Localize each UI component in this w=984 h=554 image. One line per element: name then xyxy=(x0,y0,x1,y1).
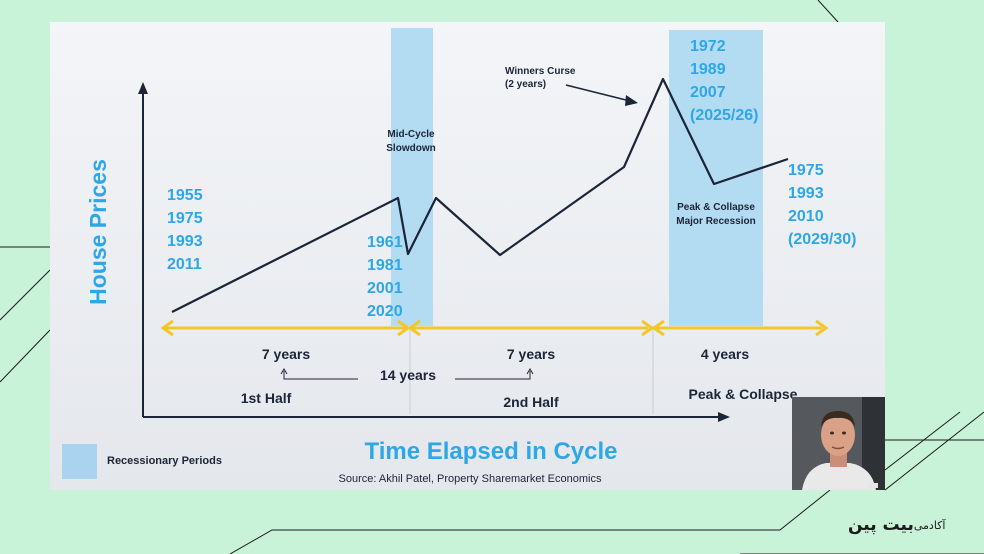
y-axis-title: House Prices xyxy=(85,159,111,305)
winners-curse-arrowhead xyxy=(625,95,638,106)
winners-curse-arrow xyxy=(565,84,631,102)
year-mid-4: 2020 xyxy=(367,303,403,320)
year-start-3: 1993 xyxy=(167,233,203,250)
source-credit: Source: Akhil Patel, Property Sharemarke… xyxy=(339,473,602,485)
first-half-years: 7 years xyxy=(262,346,310,362)
year-end-1: 1975 xyxy=(788,162,824,179)
year-start-2: 1975 xyxy=(167,210,203,227)
year-mid-3: 2001 xyxy=(367,280,403,297)
winners-curse-label-2: (2 years) xyxy=(505,79,546,90)
second-half-label: 2nd Half xyxy=(503,394,559,410)
year-peak-1: 1972 xyxy=(690,38,726,55)
price-cycle-line xyxy=(171,77,789,313)
year-start-1: 1955 xyxy=(167,187,203,204)
y-axis-arrowhead xyxy=(138,82,148,94)
year-mid-1: 1961 xyxy=(367,234,403,251)
peak-collapse-label-1: Peak & Collapse xyxy=(677,202,755,213)
peak-collapse-label-2: Major Recession xyxy=(676,216,755,227)
cycle-diagram: 1955 1975 1993 2011 1961 1981 2001 2020 … xyxy=(62,28,857,485)
year-peak-2: 1989 xyxy=(690,61,726,78)
x-axis-arrowhead xyxy=(718,412,730,422)
year-start-4: 2011 xyxy=(167,256,202,273)
legend-swatch xyxy=(62,444,97,479)
peak-collapse-period-label: Peak & Collapse xyxy=(689,386,798,402)
mid-cycle-label-2: Slowdown xyxy=(386,143,435,154)
year-mid-2: 1981 xyxy=(367,257,403,274)
logo-subtitle: آکادمی xyxy=(913,518,946,532)
year-end-2: 1993 xyxy=(788,185,824,202)
year-end-4: (2029/30) xyxy=(788,231,857,248)
cycle-slide: 1955 1975 1993 2011 1961 1981 2001 2020 … xyxy=(50,22,885,490)
total-years: 14 years xyxy=(380,367,436,383)
year-peak-3: 2007 xyxy=(690,84,726,101)
presenter-video xyxy=(792,397,885,490)
period-arrows xyxy=(160,319,829,337)
year-peak-4: (2025/26) xyxy=(690,107,759,124)
brand-logo: آکادمی بیت پین xyxy=(848,512,949,538)
first-half-label: 1st Half xyxy=(241,390,292,406)
recession-band-mid xyxy=(391,28,433,326)
x-axis-title: Time Elapsed in Cycle xyxy=(365,438,618,465)
total-years-bracket xyxy=(280,368,534,380)
presenter-video-icon xyxy=(792,397,885,490)
peak-years: 4 years xyxy=(701,346,749,362)
winners-curse-label-1: Winners Curse xyxy=(505,66,576,77)
mid-cycle-label-1: Mid-Cycle xyxy=(387,129,435,140)
second-half-years: 7 years xyxy=(507,346,555,362)
legend-label: Recessionary Periods xyxy=(107,455,222,467)
year-end-3: 2010 xyxy=(788,208,824,225)
recession-band-peak xyxy=(669,30,763,326)
logo-title: بیت پین xyxy=(848,515,914,535)
